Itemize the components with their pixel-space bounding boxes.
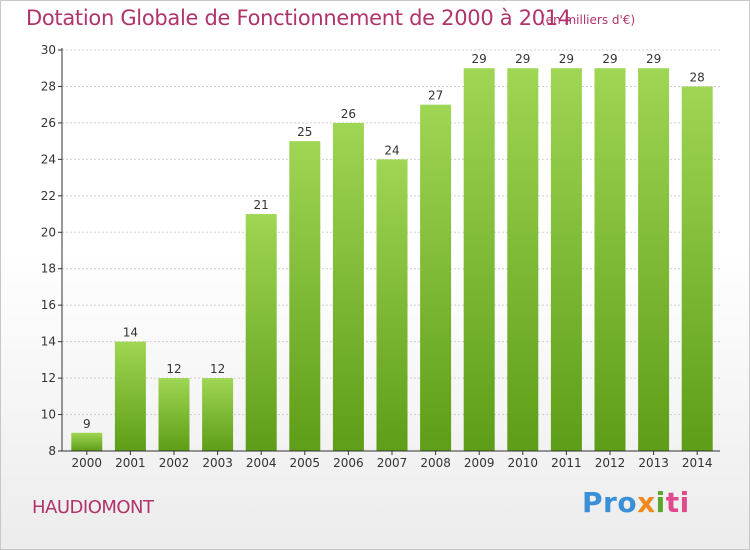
data-label-2009: 29 bbox=[472, 52, 487, 66]
y-tick-label: 20 bbox=[41, 225, 56, 239]
y-tick-label: 18 bbox=[41, 262, 56, 276]
bar-2003 bbox=[202, 378, 234, 451]
bar-2006 bbox=[332, 122, 364, 451]
data-label-2002: 12 bbox=[166, 362, 181, 376]
data-label-2003: 12 bbox=[210, 362, 225, 376]
bar-2013 bbox=[638, 68, 670, 452]
bar-2008 bbox=[420, 104, 452, 451]
y-tick-label: 10 bbox=[41, 408, 56, 422]
data-label-2013: 29 bbox=[646, 52, 661, 66]
bar-2009 bbox=[463, 68, 495, 452]
bar-2011 bbox=[550, 68, 582, 452]
logo-part-2: x bbox=[637, 486, 656, 519]
data-label-2000: 9 bbox=[83, 417, 91, 431]
x-tick-label: 2001 bbox=[115, 456, 146, 470]
y-tick-label: 22 bbox=[41, 189, 56, 203]
x-tick-label: 2004 bbox=[246, 456, 277, 470]
x-tick-label: 2011 bbox=[551, 456, 582, 470]
x-tick-label: 2002 bbox=[159, 456, 190, 470]
x-tick-label: 2000 bbox=[72, 456, 103, 470]
logo-part-4: ti bbox=[665, 486, 690, 519]
logo-part-3: i bbox=[655, 486, 666, 519]
x-tick-label: 2006 bbox=[333, 456, 364, 470]
axes bbox=[58, 48, 720, 455]
data-label-2014: 28 bbox=[690, 70, 705, 84]
x-tick-label: 2007 bbox=[377, 456, 408, 470]
x-tick-label: 2012 bbox=[595, 456, 626, 470]
data-label-2010: 29 bbox=[515, 52, 530, 66]
y-tick-label: 12 bbox=[41, 371, 56, 385]
x-tick-label: 2008 bbox=[420, 456, 451, 470]
x-tick-label: 2010 bbox=[508, 456, 539, 470]
bar-2014 bbox=[681, 86, 713, 452]
bar-2001 bbox=[114, 341, 146, 451]
bar-2012 bbox=[594, 68, 626, 452]
x-tick-label: 2005 bbox=[290, 456, 321, 470]
data-label-2005: 25 bbox=[297, 125, 312, 139]
x-tick-label: 2009 bbox=[464, 456, 495, 470]
bar-2007 bbox=[376, 159, 408, 451]
y-tick-label: 30 bbox=[41, 43, 56, 57]
bars bbox=[71, 68, 713, 452]
bar-2000 bbox=[71, 432, 103, 451]
y-tick-label: 28 bbox=[41, 79, 56, 93]
logo-part-1: Pro bbox=[582, 486, 638, 519]
data-label-2001: 14 bbox=[123, 326, 138, 340]
y-tick-label: 26 bbox=[41, 116, 56, 130]
data-label-2006: 26 bbox=[341, 107, 356, 121]
y-tick-label: 24 bbox=[41, 152, 56, 166]
bar-2002 bbox=[158, 378, 190, 451]
data-label-2011: 29 bbox=[559, 52, 574, 66]
data-label-2012: 29 bbox=[602, 52, 617, 66]
y-tick-label: 14 bbox=[41, 335, 56, 349]
bar-2010 bbox=[507, 68, 539, 452]
y-tick-label: 8 bbox=[48, 444, 56, 458]
x-tick-label: 2014 bbox=[682, 456, 713, 470]
proxiti-logo: Proxiti bbox=[582, 486, 690, 519]
bar-2005 bbox=[289, 141, 321, 452]
commune-name: HAUDIOMONT bbox=[32, 497, 154, 518]
y-tick-label: 16 bbox=[41, 298, 56, 312]
x-tick-label: 2003 bbox=[202, 456, 233, 470]
data-label-2004: 21 bbox=[254, 198, 269, 212]
x-tick-label: 2013 bbox=[638, 456, 669, 470]
labels: 8 10 12 14 16 18 20 22 24 26 28 30 9 2000 14 2001 12 2002… bbox=[41, 43, 713, 470]
chart-unit: (en milliers d'€) bbox=[541, 13, 636, 27]
data-label-2007: 24 bbox=[384, 143, 399, 157]
data-label-2008: 27 bbox=[428, 89, 443, 103]
bar-2004 bbox=[245, 214, 277, 451]
chart-title: Dotation Globale de Fonctionnement de 20… bbox=[26, 6, 571, 30]
